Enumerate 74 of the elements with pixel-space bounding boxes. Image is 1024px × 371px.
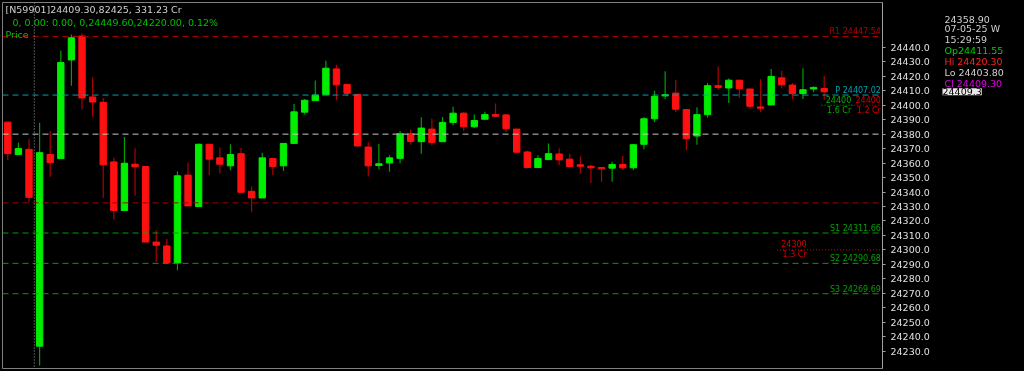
- y-tick-label: 24400.0: [890, 99, 930, 111]
- chart-title: [N59901]24409.30,82425, 331.23 Cr: [5, 3, 182, 15]
- text: Hi 24420.30: [944, 55, 1003, 67]
- y-tick-label: 24260.0: [890, 302, 930, 314]
- text: 24409.3: [942, 86, 982, 98]
- text: Cl 24409.30: [944, 77, 1003, 89]
- y-tick-label: 24320.0: [890, 215, 930, 227]
- text: 24358.90: [944, 13, 990, 25]
- y-tick-label: 24380.0: [890, 128, 930, 140]
- text: 07-05-25 W: [944, 22, 1001, 34]
- candlestick: [417, 116, 425, 155]
- y-tick-label: 24420.0: [890, 70, 930, 82]
- candlestick: [449, 106, 457, 126]
- candlestick: [226, 143, 235, 171]
- candlestick: [205, 143, 213, 176]
- ref-line-label: R1 24447.54: [829, 27, 881, 37]
- ref-line-label: S2 24290.68: [830, 254, 881, 264]
- y-tick-label: 24330.0: [890, 200, 930, 212]
- ref-line-label: S1 24311.66: [830, 224, 881, 234]
- candlestick: [799, 67, 807, 100]
- candlestick: [746, 88, 754, 110]
- candlestick: [460, 111, 468, 132]
- candlestick: [820, 75, 828, 101]
- candlestick: [629, 143, 638, 171]
- candlestick: [650, 90, 659, 123]
- candlestick: [756, 78, 765, 113]
- candlestick: [428, 118, 436, 146]
- candlestick: [131, 147, 139, 197]
- ref-line-label: 24300 1.3 Cr: [781, 240, 808, 260]
- candlestick: [364, 141, 372, 177]
- y-tick-label: 24280.0: [890, 273, 930, 285]
- candlestick: [555, 147, 563, 166]
- text: 0, 0.00: 0.00, 0,24449.60,24220.00, 0.12%: [12, 16, 219, 28]
- y-tick-label: 24430.0: [890, 56, 930, 68]
- candlestick: [693, 106, 701, 146]
- y-tick-label: 24300.0: [890, 244, 930, 256]
- candlestick: [163, 238, 171, 264]
- annotation: Price: [5, 28, 29, 40]
- candlestick: [216, 147, 224, 174]
- candlestick: [332, 64, 341, 101]
- ref-line-label: S3 24269.69: [830, 284, 881, 294]
- text: Op24411.55: [944, 44, 1004, 56]
- candlestick: [67, 33, 76, 87]
- y-tick-label: 24310.0: [890, 229, 930, 241]
- y-tick-label: 24230.0: [890, 345, 930, 357]
- y-tick-label: 24390.0: [890, 114, 930, 126]
- y-tick-label: 24410.0: [890, 85, 930, 97]
- text: Lo 24403.80: [944, 66, 1004, 78]
- candlestick: [247, 185, 256, 213]
- candlestick: [46, 130, 54, 178]
- ref-line-label: 24400 1.2 Cr: [855, 95, 882, 115]
- text: 15:29:59: [944, 33, 988, 45]
- y-tick-label: 24440.0: [890, 41, 930, 53]
- ref-line-label: P 24407.02: [835, 86, 881, 96]
- ref-line-label: 24400 1.6 Cr: [825, 95, 852, 115]
- candlestick: [88, 76, 97, 118]
- candlestick: [311, 79, 319, 102]
- candlestick: [375, 143, 383, 170]
- candlestick: [438, 116, 447, 143]
- candlestick: [587, 164, 595, 184]
- y-tick-label: 24240.0: [890, 331, 930, 343]
- candlestick: [725, 77, 733, 104]
- candlestick: [279, 142, 288, 172]
- candlestick: [152, 229, 160, 263]
- y-tick-label: 24340.0: [890, 186, 930, 198]
- y-tick-label: 24290.0: [890, 258, 930, 270]
- y-tick-label: 24250.0: [890, 316, 930, 328]
- candlestick: [672, 79, 680, 113]
- candlestick: [714, 65, 722, 91]
- y-tick-label: 24370.0: [890, 143, 930, 155]
- y-tick-label: 24360.0: [890, 157, 930, 169]
- y-tick-label: 24270.0: [890, 287, 930, 299]
- y-tick-label: 24350.0: [890, 172, 930, 184]
- candlestick: [608, 161, 616, 183]
